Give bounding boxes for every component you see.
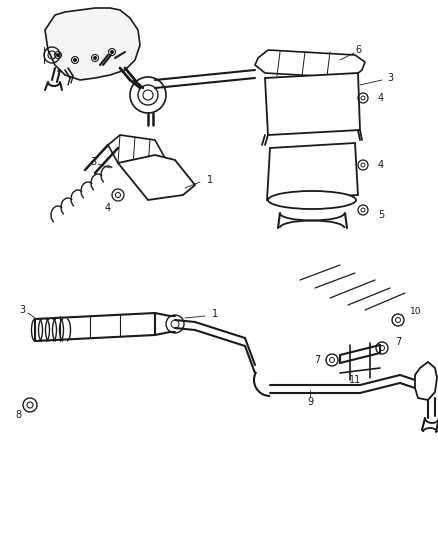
Circle shape — [93, 56, 96, 60]
Text: 10: 10 — [410, 308, 421, 317]
Polygon shape — [45, 8, 140, 80]
Text: 1: 1 — [207, 175, 213, 185]
Text: 9: 9 — [307, 397, 313, 407]
Polygon shape — [415, 362, 437, 400]
Circle shape — [110, 51, 113, 53]
Text: 1: 1 — [212, 309, 218, 319]
Text: 7: 7 — [314, 355, 320, 365]
Text: 11: 11 — [349, 375, 361, 385]
Ellipse shape — [268, 191, 356, 209]
Text: 3: 3 — [19, 305, 25, 315]
Text: 7: 7 — [395, 337, 401, 347]
Polygon shape — [108, 135, 165, 168]
Text: 8: 8 — [15, 410, 21, 420]
Polygon shape — [255, 50, 365, 78]
Polygon shape — [267, 143, 358, 200]
Circle shape — [74, 59, 77, 61]
Text: 5: 5 — [378, 210, 384, 220]
Polygon shape — [265, 73, 360, 135]
Text: 6: 6 — [355, 45, 361, 55]
Text: 3: 3 — [90, 157, 96, 167]
Text: 3: 3 — [387, 73, 393, 83]
Text: 4: 4 — [105, 203, 111, 213]
Text: 4: 4 — [378, 93, 384, 103]
Circle shape — [57, 53, 60, 56]
Polygon shape — [118, 155, 195, 200]
Text: 4: 4 — [378, 160, 384, 170]
